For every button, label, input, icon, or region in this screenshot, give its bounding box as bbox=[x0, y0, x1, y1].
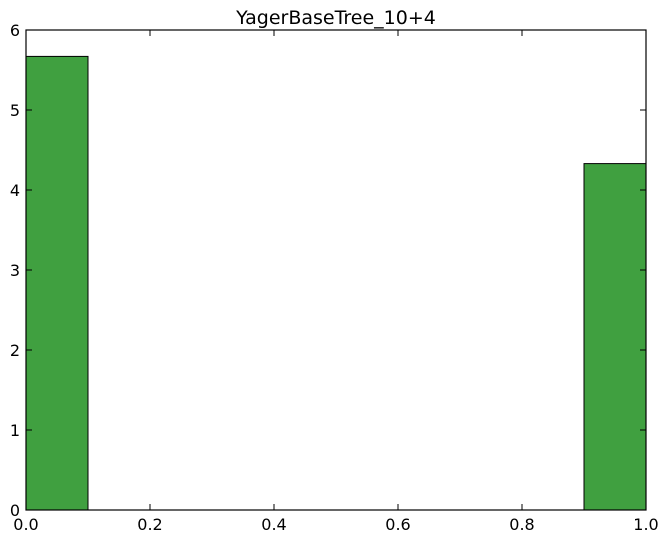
y-tick-label: 3 bbox=[10, 261, 20, 280]
x-tick-label: 0.4 bbox=[261, 515, 286, 534]
histogram-bar-0 bbox=[25, 55, 89, 511]
y-tick-label: 4 bbox=[10, 181, 20, 200]
x-tick-label: 0.2 bbox=[137, 515, 162, 534]
x-tick-label: 0.0 bbox=[13, 515, 38, 534]
x-tick-label: 1.0 bbox=[633, 515, 658, 534]
y-tick-label: 5 bbox=[10, 101, 20, 120]
bars-layer bbox=[25, 55, 647, 511]
y-tick-label: 6 bbox=[10, 21, 20, 40]
plot-frame bbox=[25, 29, 647, 511]
chart-title: YagerBaseTree_10+4 bbox=[235, 7, 436, 29]
histogram-bar-1 bbox=[583, 163, 647, 511]
x-tick-label: 0.8 bbox=[509, 515, 534, 534]
y-tick-label: 1 bbox=[10, 421, 20, 440]
y-tick-label: 2 bbox=[10, 341, 20, 360]
y-tick-label: 0 bbox=[10, 501, 20, 520]
ticks-layer: 0.0 0.2 0.4 0.6 0.8 1.0 0 1 2 3 4 5 6 bbox=[10, 21, 659, 534]
x-tick-label: 0.6 bbox=[385, 515, 410, 534]
